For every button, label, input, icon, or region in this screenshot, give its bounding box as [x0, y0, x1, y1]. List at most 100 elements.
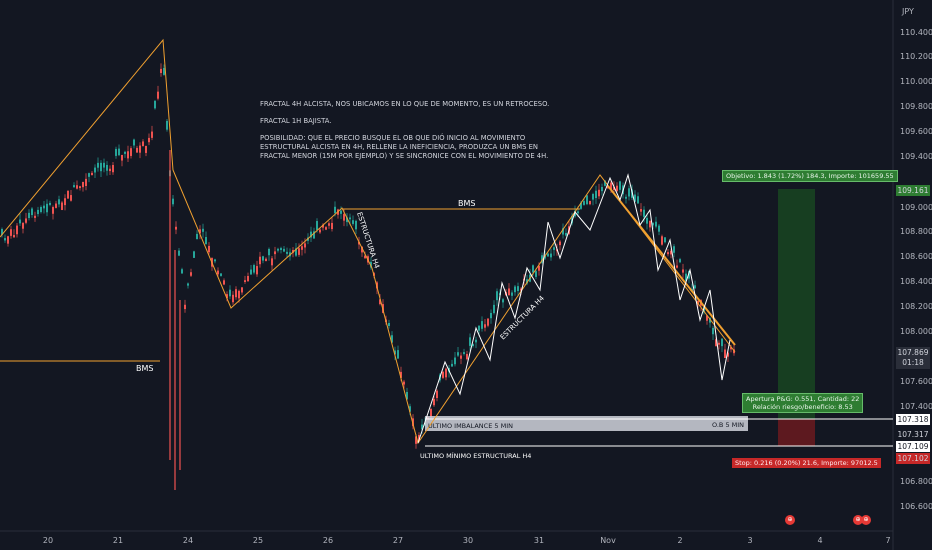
candle-body: [331, 222, 333, 230]
candle-body: [31, 208, 33, 216]
price-tick: 109.400: [900, 152, 932, 161]
candle-body: [391, 335, 393, 343]
candle-body: [517, 286, 519, 292]
candle-body: [562, 228, 564, 235]
candle-body: [10, 229, 12, 236]
candle-body: [283, 248, 285, 252]
ob-top-tag: 107.318: [896, 414, 930, 425]
bms-top-label: BMS: [458, 199, 475, 208]
candle-body: [250, 269, 252, 275]
candle-body: [277, 248, 279, 251]
candle-body: [145, 145, 147, 153]
candle-body: [244, 280, 246, 282]
candle-body: [61, 202, 63, 210]
candle-body: [103, 162, 105, 168]
candle-body: [172, 198, 174, 205]
candle-body: [271, 258, 273, 266]
candle-body: [301, 246, 303, 250]
candle-body: [451, 363, 453, 367]
candle-body: [463, 352, 465, 354]
time-tick: 24: [183, 536, 193, 545]
price-tick: 108.800: [900, 227, 932, 236]
candle-body: [280, 248, 282, 250]
event-icon-3[interactable]: ⊕: [861, 515, 871, 525]
candle-body: [67, 190, 69, 199]
time-axis[interactable]: 20 21 24 25 26 27 30 31 Nov 2 3 4 7: [43, 536, 891, 545]
candle-body: [625, 196, 627, 199]
event-icon-2[interactable]: ⊕: [853, 515, 863, 525]
candle-body: [637, 196, 639, 204]
time-tick: 2: [677, 536, 682, 545]
candle-body: [130, 148, 132, 156]
candle-body: [682, 269, 684, 273]
candle-body: [16, 225, 18, 235]
time-tick: 20: [43, 536, 53, 545]
candle-body: [91, 172, 93, 176]
candle-body: [64, 198, 66, 206]
currency-label: JPY: [901, 7, 914, 16]
candle-body: [574, 210, 576, 217]
candle-body: [268, 248, 270, 256]
event-icon-1[interactable]: ⊕: [785, 515, 795, 525]
target-zone[interactable]: [778, 189, 815, 419]
candle-body: [634, 194, 636, 202]
candle-body: [610, 182, 612, 190]
candle-body: [265, 258, 267, 262]
candle-body: [643, 209, 645, 217]
price-tick: 109.000: [900, 203, 932, 212]
candle-body: [430, 408, 432, 418]
candle-body: [349, 217, 351, 220]
imbalance-zone[interactable]: [425, 416, 748, 431]
candle-body: [406, 391, 408, 400]
candle-body: [157, 91, 159, 99]
candle-body: [532, 265, 534, 273]
candle-body: [100, 162, 102, 172]
candle-body: [13, 235, 15, 238]
candle-body: [484, 324, 486, 328]
candle-body: [256, 266, 258, 275]
candle-body: [664, 237, 666, 243]
candle-body: [580, 202, 582, 209]
price-axis[interactable]: 110.400 110.200 110.000 109.800 109.600 109.4…: [900, 28, 932, 511]
candle-body: [52, 207, 54, 214]
price-tick: 108.200: [900, 302, 932, 311]
price-tick: 110.000: [900, 77, 932, 86]
candle-body: [565, 233, 567, 236]
candle-body: [493, 304, 495, 314]
candle-body: [661, 236, 663, 245]
candle-body: [154, 100, 156, 109]
candle-body: [547, 253, 549, 257]
low-tag: 107.109: [896, 441, 930, 452]
candle-body: [361, 246, 363, 253]
candle-body: [286, 251, 288, 254]
candle-body: [394, 350, 396, 355]
candle-body: [316, 221, 318, 230]
current-price: 107.869: [897, 348, 929, 357]
candle-body: [604, 180, 606, 186]
candle-body: [328, 223, 330, 226]
candle-body: [352, 220, 354, 224]
candle-body: [127, 151, 129, 159]
candle-body: [511, 292, 513, 296]
candle-body: [397, 350, 399, 359]
min-structural-label: ULTIMO MÍNIMO ESTRUCTURAL H4: [420, 451, 531, 460]
candle-body: [217, 270, 219, 275]
candle-body: [4, 238, 6, 241]
candle-body: [457, 352, 459, 356]
candle-body: [46, 203, 48, 213]
candle-body: [706, 315, 708, 321]
candle-body: [259, 256, 261, 265]
candle-body: [526, 279, 528, 284]
candle-body: [346, 217, 348, 223]
candle-body: [421, 424, 423, 430]
candle-body: [85, 178, 87, 186]
candle-body: [370, 261, 372, 268]
candle-body: [109, 168, 111, 172]
candle-body: [22, 222, 24, 229]
candle-body: [403, 381, 405, 385]
analysis-note: FRACTAL 4H ALCISTA, NOS UBICAMOS EN LO Q…: [260, 100, 550, 160]
candle-body: [496, 291, 498, 301]
price-tick: 107.600: [900, 377, 932, 386]
stop-zone[interactable]: [778, 419, 815, 446]
